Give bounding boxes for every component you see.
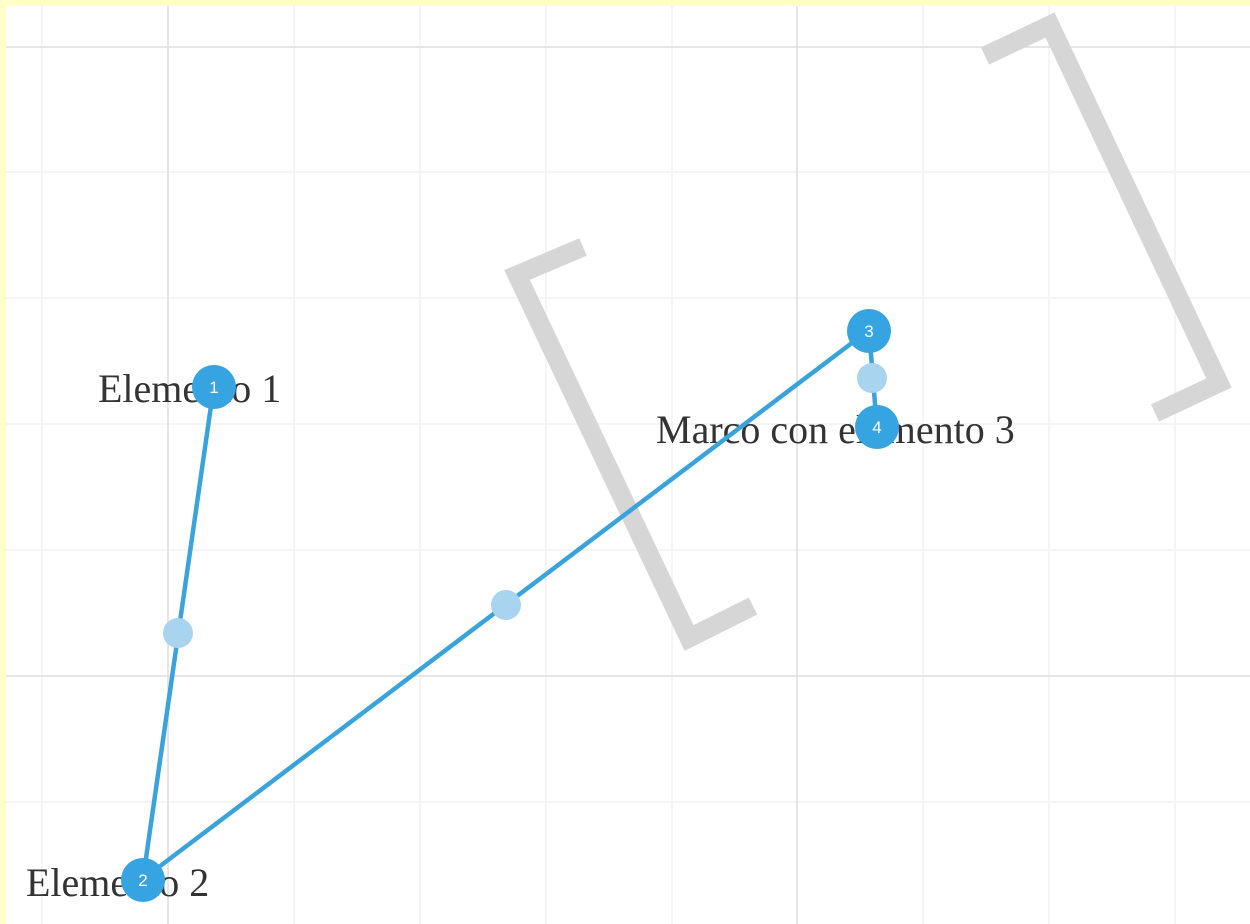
point-number-4: 4 xyxy=(872,418,881,437)
frame-bracket-right[interactable] xyxy=(980,12,1232,422)
midpoint-handle-3-4[interactable] xyxy=(857,363,887,393)
path-point-3[interactable]: 3 xyxy=(847,309,891,353)
frame-bracket-left[interactable] xyxy=(504,238,758,651)
diagram-canvas: Elemento 1 Elemento 2 Marco con elemento… xyxy=(6,6,1250,924)
path-point-2[interactable]: 2 xyxy=(121,858,165,902)
midpoint-handles xyxy=(163,363,887,648)
midpoint-handle-2-3[interactable] xyxy=(491,590,521,620)
label-element-1[interactable]: Elemento 1 xyxy=(98,366,281,411)
path-point-4[interactable]: 4 xyxy=(855,405,899,449)
label-frame[interactable]: Marco con elemento 3 xyxy=(656,407,1015,452)
grid-minor xyxy=(6,6,1250,924)
path-point-1[interactable]: 1 xyxy=(192,365,236,409)
point-number-2: 2 xyxy=(138,871,147,890)
point-number-1: 1 xyxy=(209,378,218,397)
label-element-2[interactable]: Elemento 2 xyxy=(26,860,209,905)
midpoint-handle-1-2[interactable] xyxy=(163,618,193,648)
point-number-3: 3 xyxy=(864,322,873,341)
grid-major xyxy=(6,6,1250,924)
